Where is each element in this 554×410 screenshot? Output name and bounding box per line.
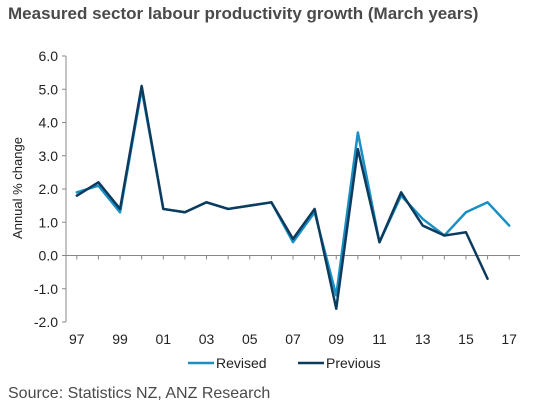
series-lines bbox=[75, 84, 511, 310]
chart-title: Measured sector labour productivity grow… bbox=[8, 4, 479, 23]
y-tick-label: -1.0 bbox=[34, 281, 58, 297]
source-note: Source: Statistics NZ, ANZ Research bbox=[8, 385, 271, 402]
y-tick-label: 0.0 bbox=[39, 248, 59, 264]
y-tick-label: -2.0 bbox=[34, 314, 58, 330]
series-line-previous bbox=[75, 84, 489, 310]
y-tick-label: 1.0 bbox=[39, 214, 59, 230]
x-axis: 97 99 01 03 05 07 09 11 13 15 17 bbox=[66, 255, 520, 347]
x-tick-label: 99 bbox=[112, 331, 128, 347]
x-tick-label: 15 bbox=[458, 331, 474, 347]
y-tick-label: 6.0 bbox=[39, 48, 59, 64]
x-tick-label: 13 bbox=[415, 331, 431, 347]
legend-label-revised: Revised bbox=[216, 355, 267, 371]
x-tick-label: 07 bbox=[285, 331, 301, 347]
y-tick-label: 2.0 bbox=[39, 181, 59, 197]
x-tick-label: 09 bbox=[328, 331, 344, 347]
x-tick-label: 03 bbox=[199, 331, 215, 347]
x-tick-label: 05 bbox=[242, 331, 258, 347]
x-tick-label: 01 bbox=[155, 331, 171, 347]
y-axis: 6.0 5.0 4.0 3.0 2.0 1.0 0.0 -1.0 -2.0 bbox=[34, 48, 67, 330]
y-tick-label: 5.0 bbox=[39, 81, 59, 97]
y-axis-title: Annual % change bbox=[10, 137, 25, 239]
x-tick-label: 11 bbox=[372, 331, 387, 347]
legend-label-previous: Previous bbox=[326, 355, 380, 371]
line-chart: 6.0 5.0 4.0 3.0 2.0 1.0 0.0 -1.0 -2.0 97 99 01 03 05… bbox=[10, 48, 520, 371]
x-tick-label: 97 bbox=[69, 331, 85, 347]
x-tick-label: 17 bbox=[501, 331, 517, 347]
legend: Revised Previous bbox=[188, 355, 380, 371]
y-tick-label: 4.0 bbox=[39, 115, 59, 131]
y-tick-label: 3.0 bbox=[39, 148, 59, 164]
series-line-revised bbox=[75, 88, 511, 297]
